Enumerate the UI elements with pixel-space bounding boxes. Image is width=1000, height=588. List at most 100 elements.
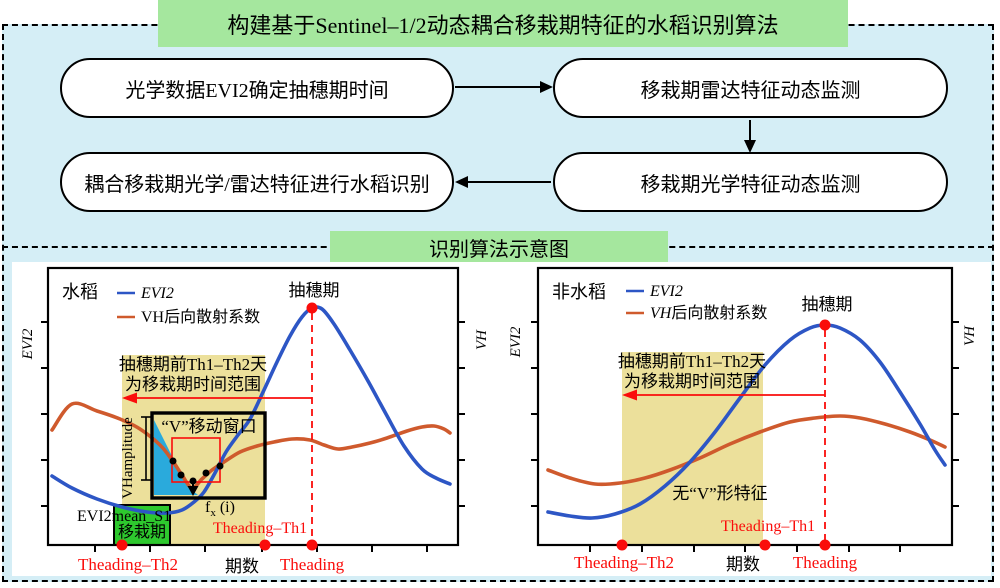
transplant-label: 移栽期 [118, 523, 166, 541]
legend-label-part: 后向散射系数 [671, 304, 767, 322]
y-axis-title-right: VH [962, 325, 978, 346]
theading-label-part: Theading [793, 553, 858, 572]
legend-label: VH后向散射系数 [141, 308, 260, 326]
legend-label-part: EVI2 [140, 285, 174, 302]
section-banner: 识别算法示意图 [330, 231, 668, 264]
legend-label-part: EVI2 [649, 283, 683, 300]
y-axis-title-right-part: VH [474, 329, 490, 350]
arrow-box4-to-box3 [467, 181, 551, 183]
v-window-label: “V”移动窗口 [161, 417, 256, 436]
x-axis-title-part: 期数 [726, 555, 760, 574]
chart-corner-label: 水稻 [62, 282, 98, 302]
theading-th2-label: Theading–Th2 [574, 553, 674, 572]
axis-red-dot [306, 539, 318, 551]
x-axis-title: 期数 [726, 555, 760, 574]
x-axis-title: 期数 [225, 557, 259, 576]
theading-label: Theading [793, 553, 858, 572]
chart-corner-label-part: 水稻 [62, 282, 98, 302]
y-axis-title-left: EVI2 [508, 326, 524, 358]
no-v-label: 无“V”形特征 [672, 484, 767, 503]
vh-amplitude-triangle [154, 420, 198, 495]
flow-box-label: 移栽期雷达特征动态监测 [640, 79, 861, 102]
y-axis-title-left: EVI2 [20, 328, 36, 360]
v-moving-window-box [150, 411, 267, 500]
annotation-line1-part: 抽穗期前Th1–Th2天 [618, 352, 766, 371]
flow-box-radar-monitoring: 移栽期雷达特征动态监测 [553, 58, 948, 118]
arrow-down-head-icon [744, 140, 756, 153]
theading-label: Theading [280, 555, 345, 574]
title-banner: 构建基于Sentinel–1/2动态耦合移栽期特征的水稻识别算法 [158, 0, 848, 47]
theading-th1-label-part: Theading–Th1 [721, 518, 815, 535]
transplant-range-region [622, 352, 763, 545]
arrow-box2-to-box4 [749, 120, 751, 141]
legend-label: VH后向散射系数 [650, 304, 767, 322]
axis-red-dot [259, 539, 271, 551]
axis-red-dot [616, 539, 628, 551]
flow-box-label: 移栽期光学特征动态监测 [640, 173, 861, 196]
x-axis-title-part: 期数 [225, 557, 259, 576]
heading-label-part: 抽穗期 [289, 281, 340, 300]
flow-box-label: 耦合移栽期光学/雷达特征进行水稻识别 [84, 173, 430, 196]
theading-th1-label-part: Theading–Th1 [213, 520, 307, 537]
axis-red-dot [116, 539, 128, 551]
heading-label-part: 抽穗期 [802, 295, 853, 314]
legend-label-part: VH后向散射系数 [141, 308, 260, 326]
heading-label: 抽穗期 [802, 295, 853, 314]
fx-arrow-head [187, 486, 199, 496]
y-axis-title-left-part: EVI2 [20, 328, 36, 360]
v-shape-dot [169, 457, 177, 465]
annotation-line2-part: 为移栽期时间范围 [125, 375, 261, 394]
y-axis-title-right: VH [474, 329, 490, 350]
theading-th1-label: Theading–Th1 [213, 520, 307, 537]
chart-corner-label: 非水稻 [552, 282, 606, 302]
heading-label: 抽穗期 [289, 281, 340, 300]
annotation-line1-part: 抽穗期前Th1–Th2天 [119, 355, 267, 374]
axis-red-dot [819, 539, 831, 551]
section-title: 识别算法示意图 [429, 239, 569, 261]
theading-label-part: Theading [280, 555, 345, 574]
annotation-line1: 抽穗期前Th1–Th2天 [618, 352, 766, 371]
fx-label: fx (i) [205, 499, 235, 519]
plot-border [536, 266, 954, 547]
flow-box-optical-monitoring: 移栽期光学特征动态监测 [553, 152, 948, 212]
range-arrow-head [122, 392, 137, 404]
no-v-label-part: 无“V”形特征 [672, 484, 767, 503]
transplant-label-part: 移栽期 [118, 523, 166, 541]
theading-th1-label: Theading–Th1 [721, 518, 815, 535]
fx-label-part: x [210, 507, 216, 519]
theading-th2-label-part: Theading–Th2 [574, 553, 674, 572]
y-axis-title-left-part: EVI2 [508, 326, 524, 358]
flow-box-label: 光学数据EVI2确定抽穗期时间 [125, 79, 389, 102]
legend-label: EVI2 [140, 285, 174, 302]
v-window-label-part: “V”移动窗口 [161, 417, 256, 436]
v-shape-dot [202, 469, 210, 477]
arrow-right-head-icon [540, 81, 553, 93]
flow-box-optical-evi2: 光学数据EVI2确定抽穗期时间 [60, 58, 454, 118]
annotation-line2-part: 为移栽期时间范围 [624, 372, 760, 391]
annotation-line1: 抽穗期前Th1–Th2天 [119, 355, 267, 374]
figure-title: 构建基于Sentinel–1/2动态耦合移栽期特征的水稻识别算法 [227, 12, 779, 38]
axis-red-dot [759, 539, 771, 551]
fx-label-part: f [205, 499, 211, 516]
arrow-box1-to-box2 [455, 86, 542, 88]
v-shape-dot [216, 462, 224, 470]
evi2mean-label-part: EVI2mean_S1 [77, 508, 171, 525]
flow-box-coupled-identification: 耦合移栽期光学/雷达特征进行水稻识别 [60, 152, 454, 212]
evi2-curve [50, 305, 452, 515]
vh-amplitude-label-part: VHamplitude [120, 417, 136, 499]
evi2-curve [546, 323, 947, 520]
annotation-line2: 为移栽期时间范围 [125, 375, 261, 394]
range-arrow-head [622, 389, 637, 401]
legend-label: EVI2 [649, 283, 683, 300]
fx-label-part: (i) [216, 499, 235, 516]
legend-label-part: VH [650, 305, 673, 322]
evi2mean-label: EVI2mean_S1 [77, 508, 171, 525]
theading-th2-label-part: Theading–Th2 [78, 555, 178, 574]
plot-border [46, 266, 460, 547]
theading-th2-label: Theading–Th2 [78, 555, 178, 574]
arrow-left-head-icon [455, 176, 468, 188]
v-shape-dot [177, 471, 185, 479]
heading-peak-dot [819, 319, 831, 331]
